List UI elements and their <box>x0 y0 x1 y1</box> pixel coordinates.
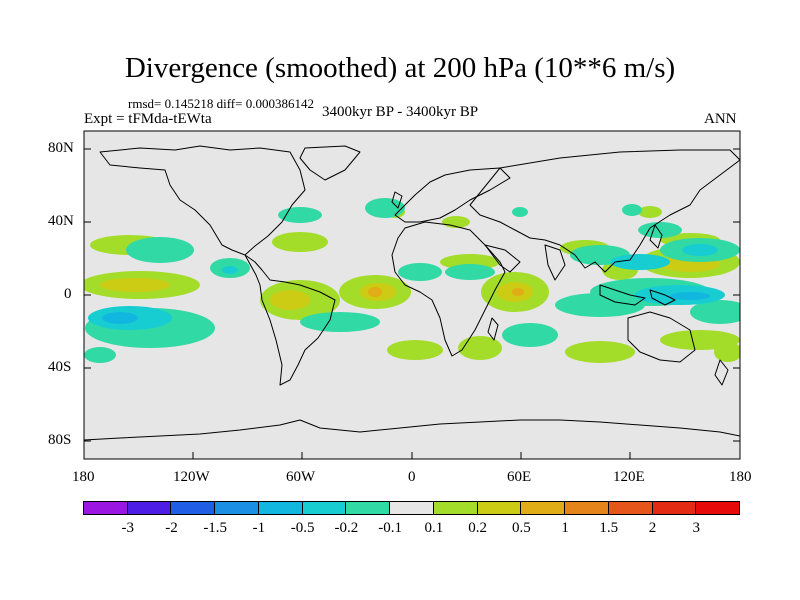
colorbar <box>83 501 741 515</box>
divergence-field <box>84 145 740 441</box>
colorbar-label: -0.2 <box>334 520 359 536</box>
colorbar-swatch <box>83 501 128 515</box>
lon-label-180w: 180 <box>72 469 95 485</box>
season-label: ANN <box>704 111 737 127</box>
colorbar-label: -0.1 <box>378 520 402 536</box>
colorbar-swatch <box>695 501 741 515</box>
stats-line: rmsd= 0.145218 diff= 0.000386142 <box>128 96 314 111</box>
axis-ticks <box>83 148 741 459</box>
colorbar-label: -0.5 <box>290 520 315 536</box>
lat-label-40s: 40S <box>48 359 72 375</box>
lat-label-0: 0 <box>64 286 72 302</box>
lon-label-180e: 180 <box>729 469 752 485</box>
lon-label-60w: 60W <box>286 469 316 485</box>
colorbar-label: 0.2 <box>468 520 487 536</box>
lon-label-120w: 120W <box>173 469 210 485</box>
lat-label-80n: 80N <box>48 140 74 156</box>
colorbar-label: 0.5 <box>511 520 531 536</box>
colorbar-label: 2 <box>648 520 657 536</box>
colorbar-label: 1 <box>561 520 569 536</box>
experiment-label: Expt = tFMda-tEWta <box>84 111 212 127</box>
negative-region-mid <box>88 244 725 330</box>
lat-label-80s: 80S <box>48 432 72 448</box>
colorbar-label: -3 <box>121 520 134 536</box>
coastlines <box>84 145 740 441</box>
period-label: 3400kyr BP - 3400kyr BP <box>321 104 479 120</box>
colorbar-swatch <box>170 501 216 515</box>
negative-region-high <box>102 292 710 324</box>
colorbar-swatch <box>651 501 697 515</box>
colorbar-swatch <box>520 501 566 515</box>
colorbar-label: 0.1 <box>424 520 444 536</box>
map-title: Divergence (smoothed) at 200 hPa (10**6 … <box>124 52 676 84</box>
colorbar-label: 3 <box>692 520 701 536</box>
positive-region-high <box>368 287 524 297</box>
lon-label-120e: 120E <box>613 469 645 485</box>
colorbar-label: -2 <box>165 520 178 536</box>
colorbar-swatch <box>389 501 434 515</box>
colorbar-swatch <box>257 501 303 515</box>
lat-label-40n: 40N <box>48 213 74 229</box>
lon-label-60e: 60E <box>507 469 532 485</box>
colorbar-swatch <box>607 501 653 515</box>
colorbar-swatch <box>432 501 478 515</box>
colorbar-label: 1.5 <box>599 520 619 536</box>
colorbar-swatch <box>126 501 172 515</box>
lon-label-0: 0 <box>408 469 416 485</box>
colorbar-swatch <box>564 501 609 515</box>
colorbar-label: -1.5 <box>203 520 228 536</box>
colorbar-swatch <box>301 501 347 515</box>
colorbar-swatch <box>214 501 259 515</box>
colorbar-swatch <box>476 501 522 515</box>
colorbar-swatch <box>345 501 391 515</box>
colorbar-label: -1 <box>252 520 266 536</box>
